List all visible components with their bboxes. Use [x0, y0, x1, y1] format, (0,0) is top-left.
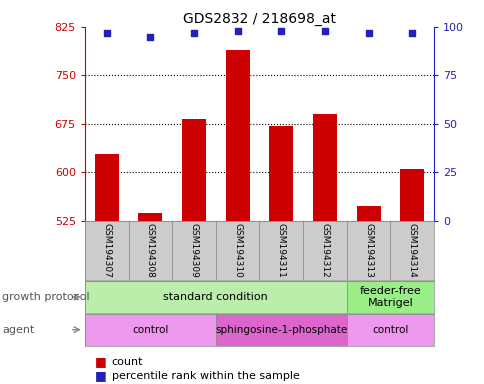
Bar: [215, 221, 259, 280]
Bar: [346, 314, 433, 346]
Point: [320, 28, 328, 34]
Point: [146, 33, 154, 40]
Text: GSM194310: GSM194310: [233, 223, 242, 278]
Text: standard condition: standard condition: [163, 292, 268, 302]
Text: control: control: [132, 324, 168, 335]
Point: [233, 28, 241, 34]
Point: [364, 30, 372, 36]
Bar: [138, 213, 162, 221]
Bar: [172, 221, 215, 280]
Text: growth protocol: growth protocol: [2, 292, 90, 302]
Text: GSM194312: GSM194312: [320, 223, 329, 278]
Text: ■: ■: [94, 369, 106, 382]
Bar: [128, 221, 172, 280]
Bar: [399, 169, 424, 221]
Bar: [85, 314, 215, 346]
Bar: [269, 126, 293, 221]
Text: agent: agent: [2, 324, 35, 335]
Bar: [182, 119, 206, 221]
Point: [103, 30, 110, 36]
Bar: [346, 221, 390, 280]
Bar: [225, 50, 249, 221]
Bar: [390, 221, 433, 280]
Bar: [356, 206, 380, 221]
Text: control: control: [372, 324, 408, 335]
Bar: [346, 281, 433, 313]
Text: GSM194309: GSM194309: [189, 223, 198, 278]
Bar: [94, 154, 119, 221]
Point: [408, 30, 415, 36]
Point: [190, 30, 197, 36]
Title: GDS2832 / 218698_at: GDS2832 / 218698_at: [182, 12, 335, 26]
Text: GSM194311: GSM194311: [276, 223, 285, 278]
Text: percentile rank within the sample: percentile rank within the sample: [111, 371, 299, 381]
Bar: [85, 221, 128, 280]
Text: ■: ■: [94, 355, 106, 368]
Bar: [85, 281, 346, 313]
Text: sphingosine-1-phosphate: sphingosine-1-phosphate: [215, 324, 347, 335]
Point: [277, 28, 285, 34]
Text: feeder-free
Matrigel: feeder-free Matrigel: [359, 286, 421, 308]
Text: GSM194308: GSM194308: [146, 223, 154, 278]
Text: GSM194307: GSM194307: [102, 223, 111, 278]
Bar: [312, 114, 336, 221]
Bar: [259, 221, 302, 280]
Text: GSM194313: GSM194313: [363, 223, 372, 278]
Bar: [215, 314, 346, 346]
Text: GSM194314: GSM194314: [407, 223, 416, 278]
Text: count: count: [111, 357, 143, 367]
Bar: [302, 221, 346, 280]
